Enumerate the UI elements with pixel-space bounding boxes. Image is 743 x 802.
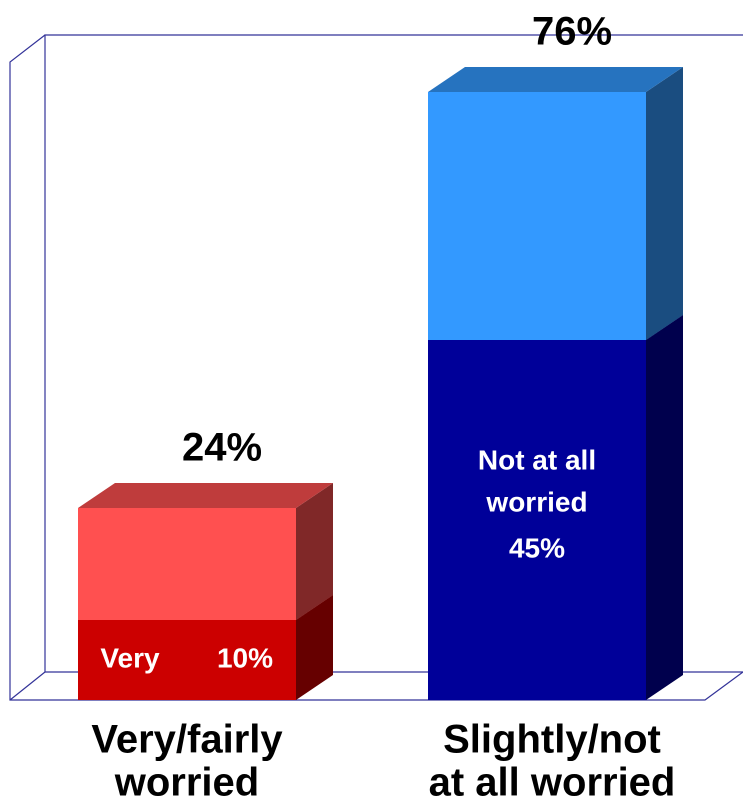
- x-tick-label: Slightly/not: [443, 718, 661, 762]
- total-label: 24%: [182, 426, 262, 470]
- segment-value-label: 10%: [217, 642, 273, 673]
- bar-segment: [428, 92, 646, 340]
- bar-side: [296, 483, 333, 620]
- frame: [9, 34, 743, 701]
- bar-segment: [78, 620, 296, 700]
- bar-top: [78, 483, 333, 508]
- segment-name: Not at all: [478, 444, 596, 475]
- x-tick-label: Very/fairly: [91, 718, 283, 762]
- x-tick-label: worried: [114, 761, 259, 802]
- segment-name: Very: [100, 642, 160, 673]
- back-wall: [44, 34, 743, 673]
- segment-value-label: 45%: [509, 532, 565, 563]
- segment-name: worried: [485, 486, 587, 517]
- bar-side: [646, 315, 683, 700]
- x-tick-label: at all worried: [429, 761, 676, 802]
- floor-edge: [9, 671, 46, 701]
- bar-segment: [78, 508, 296, 620]
- total-label: 76%: [532, 10, 612, 54]
- bar-segment: [428, 340, 646, 700]
- bar-top: [428, 67, 683, 92]
- bar-side: [646, 67, 683, 340]
- bar-side: [296, 595, 333, 700]
